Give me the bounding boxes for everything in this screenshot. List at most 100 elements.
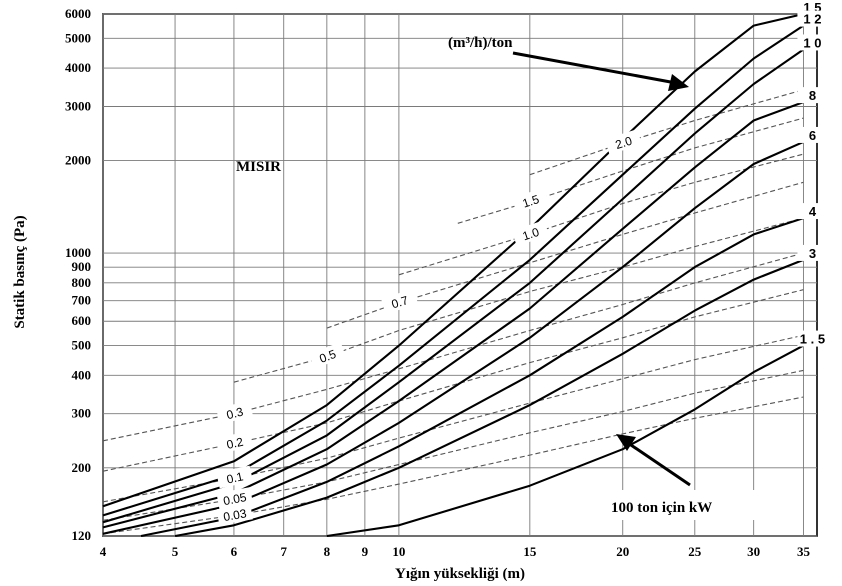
- power-label: 1.0: [511, 220, 550, 247]
- y-tick-label: 5000: [65, 30, 91, 45]
- x-tick-label: 15: [523, 544, 537, 559]
- airflow-curve: [102, 140, 804, 535]
- power-label: 0.2: [216, 430, 253, 454]
- y-tick-label: 300: [72, 406, 92, 421]
- power-label-text: 0.03: [222, 506, 248, 524]
- crop-label: MISIR: [236, 159, 281, 175]
- curve-label-bg: [797, 34, 828, 51]
- y-tick-label: 2000: [65, 153, 91, 168]
- power-label: 0.05: [216, 487, 253, 510]
- curve-label: 4: [809, 204, 817, 219]
- y-tick-label: 120: [72, 528, 92, 543]
- curve-label: 1 2: [803, 12, 821, 27]
- power-label: 0.03: [216, 503, 253, 526]
- curve-label-bg: [797, 87, 828, 104]
- curve-label-bg: [797, 10, 828, 27]
- power-line: [398, 153, 804, 276]
- x-tick-label: 4: [100, 544, 107, 559]
- y-tick-label: 3000: [65, 98, 91, 113]
- airflow-arrowhead-icon: [668, 74, 689, 91]
- power-label-backdrop: [603, 490, 803, 520]
- airflow-curve: [140, 217, 804, 538]
- power-line: [529, 89, 804, 176]
- power-label-text: 1.5: [521, 192, 542, 211]
- x-tick-label: 6: [231, 544, 238, 559]
- power-label: 0.7: [380, 288, 419, 314]
- power-label-text: 0.1: [225, 469, 245, 486]
- curve-label: 6: [809, 128, 816, 143]
- y-tick-label: 6000: [65, 6, 91, 21]
- y-tick-label: 500: [72, 338, 92, 353]
- power-arrowhead-icon: [616, 434, 636, 451]
- x-tick-label: 9: [362, 544, 369, 559]
- y-tick-label: 800: [72, 275, 92, 290]
- power-label-text: 0.7: [390, 293, 410, 311]
- power-unit-label: 100 ton için kW: [611, 500, 712, 516]
- curve-label: 3: [809, 246, 816, 261]
- power-label-text: 0.5: [318, 347, 339, 366]
- power-label-bg: [216, 430, 253, 454]
- curve-label-bg: [797, 244, 828, 261]
- power-label: 1.5: [511, 187, 550, 214]
- x-tick-label: 20: [616, 544, 629, 559]
- x-axis-title: Yığın yüksekliği (m): [395, 566, 525, 582]
- x-tick-label: 35: [797, 544, 811, 559]
- curve-label-bg: [797, 203, 828, 220]
- power-labels: 2.0 1.5 1.0 0.7 0.5 0.3 0.2 0.1 0.050.03: [216, 129, 642, 526]
- y-tick-label: 900: [72, 259, 92, 274]
- curve-label: 8: [809, 88, 816, 103]
- power-label-bg: [216, 503, 253, 526]
- airflow-curve: [102, 24, 804, 517]
- y-tick-label: 200: [72, 460, 92, 475]
- y-tick-label: 400: [72, 367, 92, 382]
- y-tick-label: 4000: [65, 60, 91, 75]
- power-label-text: 2.0: [614, 134, 634, 152]
- x-tick-label: 8: [324, 544, 331, 559]
- power-label-bg: [308, 342, 347, 369]
- curve-label-bg: [797, 126, 828, 143]
- airflow-curve: [174, 258, 804, 538]
- x-tick-label: 30: [747, 544, 760, 559]
- power-label-bg: [511, 187, 550, 214]
- power-label-text: 1.0: [521, 225, 542, 244]
- x-tick-label: 5: [172, 544, 179, 559]
- power-label-bg: [216, 400, 254, 425]
- y-tick-label: 700: [72, 293, 92, 308]
- power-line: [457, 117, 804, 224]
- airflow-curve: [326, 344, 804, 538]
- power-label: 2.0: [604, 129, 642, 155]
- power-line: [326, 181, 804, 329]
- power-label-bg: [216, 487, 253, 510]
- curve-label: 1 0: [803, 35, 821, 50]
- power-label-bg: [380, 288, 419, 314]
- x-tick-label: 7: [280, 544, 287, 559]
- power-label-bg: [216, 465, 253, 489]
- power-label-bg: [604, 129, 642, 155]
- power-label: 0.5: [308, 342, 347, 369]
- y-axis-title: Statik basınç (Pa): [12, 215, 28, 328]
- airflow-curve: [102, 101, 804, 529]
- power-label: 0.1: [216, 465, 253, 489]
- power-arrow-icon: [627, 441, 691, 487]
- x-tick-label: 25: [688, 544, 702, 559]
- airflow-curve: [102, 48, 804, 524]
- power-label-text: 0.3: [225, 404, 245, 422]
- x-tick-label: 10: [392, 544, 405, 559]
- power-label-bg: [511, 220, 550, 247]
- x-tick-labels: 4 5 6 7 8 9 10 15 20 25 30 35: [100, 544, 811, 559]
- power-line: [102, 289, 804, 472]
- airflow-unit-label: (m³/h)/ton: [448, 35, 513, 51]
- airflow-arrow-icon: [512, 51, 677, 85]
- power-line: [102, 252, 804, 442]
- power-label-text: 0.2: [225, 435, 245, 452]
- curve-label: 1 . 5: [800, 332, 825, 347]
- y-tick-label: 1000: [65, 245, 91, 260]
- curve-label-bg: [797, 330, 828, 347]
- power-label: 0.3: [216, 400, 254, 425]
- power-label-text: 0.05: [222, 490, 248, 508]
- y-tick-label: 600: [72, 313, 92, 328]
- plot-frame: [102, 13, 818, 537]
